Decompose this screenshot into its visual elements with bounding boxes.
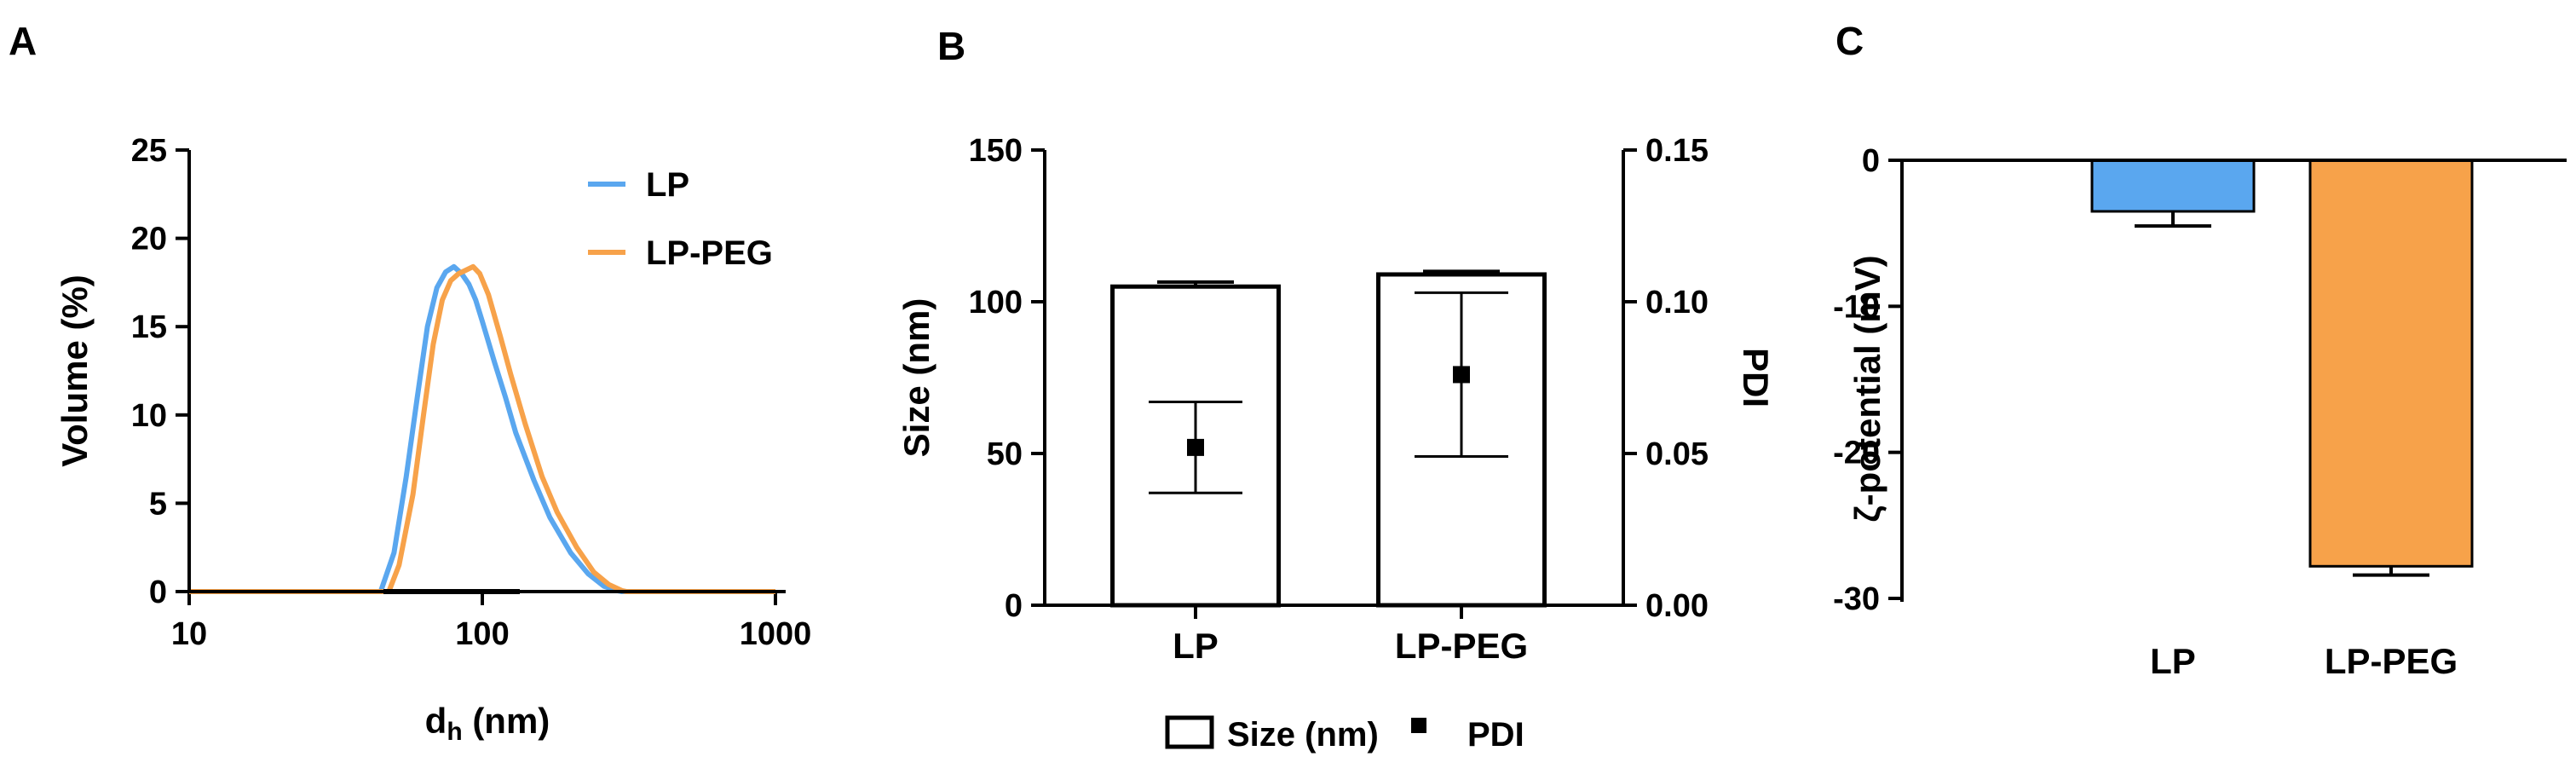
pdi-point-lp <box>1187 438 1204 456</box>
panel-a-y-tick-label: 15 <box>131 309 167 345</box>
legend-pdi-swatch <box>1411 718 1426 733</box>
panel-c-category-label: LP <box>2150 641 2196 681</box>
panel-c-y-tick-label: -20 <box>1833 436 1880 471</box>
panel-a-x-label: dh (nm) <box>425 701 550 746</box>
panel-a-chart: 0 5 10 15 20 25 10 100 1000 Volume (%) dh (nm) L… <box>55 133 811 746</box>
legend-size-label: Size (nm) <box>1227 716 1379 754</box>
pdi-point-lp-peg <box>1453 366 1470 384</box>
panel-b-y-tick-label: 0 <box>1005 588 1023 624</box>
panel-a-x-tick-label: 100 <box>455 616 509 652</box>
panel-a-y-tick-label: 0 <box>149 575 167 610</box>
panel-b-legend: Size (nm) PDI <box>1165 715 1524 754</box>
lp-distribution-line <box>189 263 775 594</box>
panel-a-x-tick-label: 10 <box>171 616 207 652</box>
panel-b-y2-tick-label: 0.15 <box>1645 133 1709 169</box>
zeta-bar-lp-peg <box>2308 159 2474 568</box>
panel-a-letter: A <box>9 19 37 63</box>
panel-b-y2-tick-label: 0.05 <box>1645 436 1709 472</box>
legend-lp-peg-label: LP-PEG <box>646 234 773 272</box>
panel-a-x-tick-label: 1000 <box>740 616 812 652</box>
panel-a-y-label: Volume (%) <box>55 274 95 467</box>
panel-c-y-tick-label: 0 <box>1862 143 1880 179</box>
panel-b-chart: 0 50 100 150 0.00 0.05 0.10 0.15 LP LP-PEG Size (… <box>896 133 1776 754</box>
lp-peg-distribution-line <box>189 263 775 594</box>
legend-pdi-label: PDI <box>1467 716 1524 754</box>
panel-c-chart: 0 -10 -20 -30 LP LP-PEG ζ-potential (mV) <box>1833 143 2567 681</box>
panel-c-category-label: LP-PEG <box>2325 641 2458 681</box>
zeta-bar-lp <box>2090 159 2256 213</box>
panel-a-y-tick-label: 20 <box>131 222 167 257</box>
panel-a-legend: LP LP-PEG <box>588 166 773 272</box>
panel-a-y-tick-label: 25 <box>131 133 167 169</box>
panel-c-y-tick-label: -30 <box>1833 581 1880 617</box>
panel-c-y-tick-label: -10 <box>1833 289 1880 325</box>
panel-c-letter: C <box>1835 19 1864 63</box>
panel-b-y-tick-label: 50 <box>987 436 1023 472</box>
legend-lp-label: LP <box>646 166 689 204</box>
panel-b-category-label: LP <box>1173 626 1219 666</box>
panel-a-y-tick-label: 10 <box>131 398 167 434</box>
panel-a-y-tick-label: 5 <box>149 486 167 522</box>
panel-b-y-label: Size (nm) <box>896 298 936 458</box>
panel-b-y-tick-label: 150 <box>969 133 1023 169</box>
panel-b-y2-label: PDI <box>1736 348 1776 407</box>
panel-b-y-tick-label: 100 <box>969 285 1023 321</box>
panel-b-letter: B <box>937 24 965 68</box>
legend-size-swatch <box>1165 715 1214 749</box>
panel-b-category-label: LP-PEG <box>1395 626 1528 666</box>
panel-b-y2-tick-label: 0.00 <box>1645 588 1709 624</box>
panel-c-y-label: ζ-potential (mV) <box>1847 255 1887 522</box>
panel-b-y2-tick-label: 0.10 <box>1645 285 1709 321</box>
